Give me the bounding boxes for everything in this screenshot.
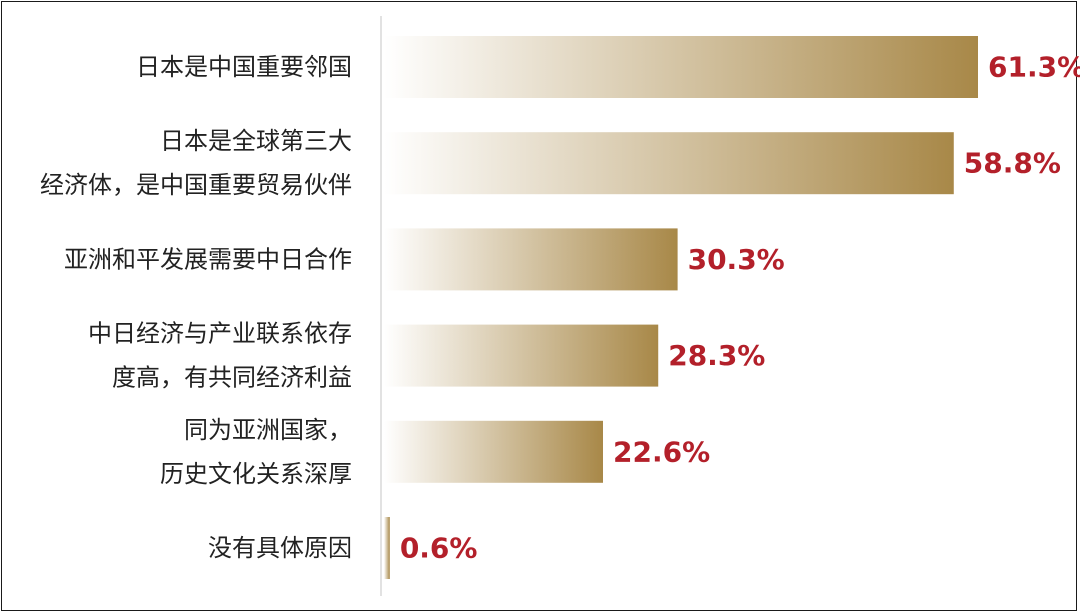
category-label-5: 没有具体原因 xyxy=(208,534,352,562)
value-label-0: 61.3% xyxy=(988,51,1080,84)
bar-3 xyxy=(384,324,659,387)
value-label-5: 0.6% xyxy=(400,532,478,565)
category-label-0: 日本是中国重要邻国 xyxy=(136,53,352,81)
category-label-1-line-1: 经济体，是中国重要贸易伙伴 xyxy=(40,171,352,199)
category-label-3-line-0: 中日经济与产业联系依存 xyxy=(88,320,352,348)
bar-5 xyxy=(384,517,390,579)
bar-1 xyxy=(384,132,954,195)
bar-4 xyxy=(384,420,603,483)
category-label-1-line-0: 日本是全球第三大 xyxy=(160,127,352,155)
category-label-4-line-0: 同为亚洲国家， xyxy=(184,416,352,444)
category-label-4-line-1: 历史文化关系深厚 xyxy=(160,460,352,488)
value-label-4: 22.6% xyxy=(613,435,710,468)
category-label-2: 亚洲和平发展需要中日合作 xyxy=(64,245,352,273)
bar-2 xyxy=(384,228,678,291)
value-label-2: 30.3% xyxy=(688,243,785,276)
value-label-1: 58.8% xyxy=(964,147,1061,180)
category-label-3-line-1: 度高，有共同经济利益 xyxy=(112,364,352,392)
value-label-3: 28.3% xyxy=(668,339,765,372)
bar-0 xyxy=(384,36,978,98)
